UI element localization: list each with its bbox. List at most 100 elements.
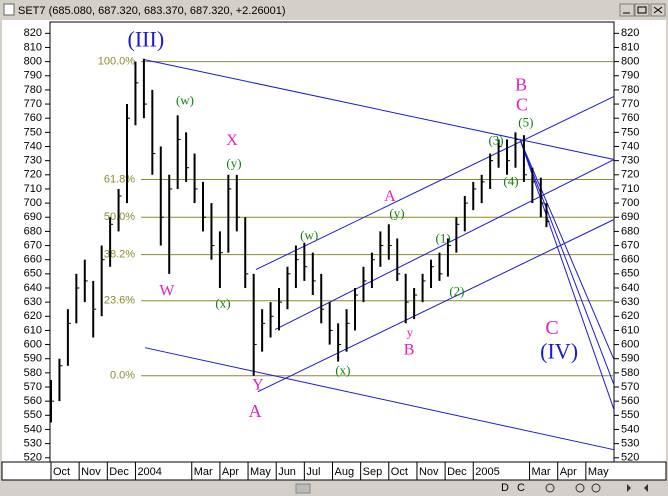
trendline	[519, 139, 615, 385]
wave-label: A	[249, 401, 262, 421]
y-tick-label: 630	[24, 296, 42, 308]
wave-label: (2)	[449, 284, 464, 299]
wave-label: A	[384, 188, 396, 205]
y-tick-label: 740	[24, 140, 42, 152]
y-tick-label: 750	[24, 126, 42, 138]
wave-label: B	[404, 341, 415, 358]
y2-tick-label: 540	[621, 423, 639, 435]
title-bar	[2, 2, 666, 18]
y2-tick-label: 710	[621, 183, 639, 195]
y-tick-label: 570	[24, 381, 42, 393]
y2-tick-label: 560	[621, 395, 639, 407]
maximize-glyph	[637, 6, 647, 14]
fib-label: 0.0%	[110, 370, 135, 382]
wave-label: Y	[252, 376, 264, 393]
fib-label: 61.8%	[104, 173, 135, 185]
wave-label: C	[545, 317, 558, 339]
y2-tick-label: 820	[621, 27, 639, 39]
y-tick-label: 700	[24, 197, 42, 209]
window-buttons[interactable]	[619, 3, 666, 17]
y2-tick-label: 690	[621, 211, 639, 223]
y-tick-label: 590	[24, 353, 42, 365]
fib-label: 50.0%	[104, 211, 135, 223]
y2-tick-label: 740	[621, 140, 639, 152]
x-axis-panel	[1, 461, 667, 481]
y2-tick-label: 530	[621, 438, 639, 450]
y-tick-label: 800	[24, 56, 42, 68]
y-tick-label: 730	[24, 155, 42, 167]
window-icon	[3, 3, 15, 16]
toolbar-button[interactable]	[591, 483, 601, 493]
wave-label: (IV)	[540, 339, 578, 364]
wave-label: y	[407, 325, 414, 340]
wave-label: (4)	[503, 173, 518, 188]
y-tick-label: 530	[24, 438, 42, 450]
y-tick-label: 760	[24, 112, 42, 124]
x-tick-label: Oct	[391, 466, 408, 478]
maximize-button[interactable]	[634, 3, 650, 17]
y-tick-label: 690	[24, 211, 42, 223]
y2-tick-label: 630	[621, 296, 639, 308]
wave-label: (w)	[300, 227, 318, 242]
y2-tick-label: 790	[621, 70, 639, 82]
y2-tick-label: 600	[621, 338, 639, 350]
y2-tick-label: 550	[621, 409, 639, 421]
y-tick-label: 670	[24, 239, 42, 251]
y2-tick-label: 580	[621, 367, 639, 379]
wave-label: (x)	[215, 296, 230, 311]
x-tick-label: Jun	[278, 466, 296, 478]
wave-label: (y)	[226, 155, 241, 170]
scroll-thumb[interactable]	[295, 483, 311, 494]
wave-label: (x)	[335, 363, 350, 378]
y-tick-label: 790	[24, 70, 42, 82]
y-tick-label: 770	[24, 98, 42, 110]
x-tick-label: Nov	[81, 466, 101, 478]
trendline	[142, 58, 615, 161]
wave-label: (y)	[389, 206, 404, 221]
toolbar-button[interactable]: C	[517, 482, 525, 494]
x-tick-label: 2004	[137, 466, 161, 478]
y2-tick-label: 650	[621, 268, 639, 280]
toolbar-button[interactable]	[545, 483, 555, 493]
y-tick-label: 560	[24, 395, 42, 407]
fib-label: 38.2%	[104, 248, 135, 260]
y-tick-label: 820	[24, 27, 42, 39]
x-tick-label: Apr	[560, 466, 577, 478]
x-tick-label: Dec	[447, 466, 467, 478]
minimize-button[interactable]	[619, 3, 635, 17]
y-tick-label: 600	[24, 338, 42, 350]
y-tick-label: 640	[24, 282, 42, 294]
y-tick-label: 810	[24, 41, 42, 53]
toolbar-button[interactable]: D	[501, 482, 509, 494]
y-tick-label: 580	[24, 367, 42, 379]
wave-label: (w)	[176, 92, 194, 107]
wave-label: (III)	[128, 26, 165, 51]
x-tick-label: Mar	[532, 466, 551, 478]
y-tick-label: 660	[24, 254, 42, 266]
y2-tick-label: 720	[621, 169, 639, 181]
toolbar	[2, 481, 666, 495]
toolbar-button[interactable]	[575, 483, 585, 493]
x-tick-label: Jul	[306, 466, 320, 478]
wave-label: B	[515, 74, 527, 94]
x-tick-label: Apr	[222, 466, 239, 478]
y-tick-label: 710	[24, 183, 42, 195]
trendline	[519, 139, 615, 360]
y-tick-label: 650	[24, 268, 42, 280]
y-tick-label: 720	[24, 169, 42, 181]
trendline	[274, 159, 615, 331]
fib-label: 23.6%	[104, 295, 135, 307]
y-tick-label: 680	[24, 225, 42, 237]
close-glyph	[653, 6, 663, 14]
x-tick-label: May	[588, 466, 609, 478]
y2-tick-label: 770	[621, 98, 639, 110]
y2-tick-label: 570	[621, 381, 639, 393]
y2-tick-label: 800	[621, 56, 639, 68]
x-tick-label: May	[250, 466, 271, 478]
x-tick-label: 2005	[475, 466, 499, 478]
wave-label: (1)	[436, 231, 451, 246]
y2-tick-label: 700	[621, 197, 639, 209]
wave-label: (5)	[518, 114, 533, 129]
fib-label: 100.0%	[98, 56, 136, 68]
